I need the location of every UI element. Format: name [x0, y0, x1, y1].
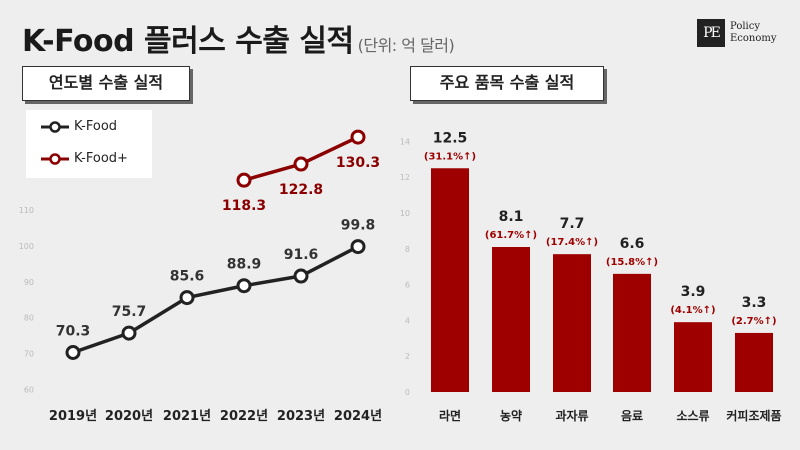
data-label: 122.8 [279, 182, 323, 198]
x-tick-label: 2021년 [163, 409, 211, 424]
data-label: 70.3 [56, 324, 91, 340]
bar-value-label: 6.6 [620, 236, 645, 252]
bar-change-label: (61.7%↑) [485, 230, 537, 241]
y-tick-label: 70 [24, 350, 34, 359]
bar-value-label: 3.9 [681, 284, 706, 300]
y-tick-label: 80 [24, 314, 34, 323]
bar [553, 254, 591, 392]
data-point [236, 172, 252, 188]
data-point [121, 325, 137, 341]
x-tick-label: 2020년 [105, 409, 153, 424]
bar-change-label: (4.1%↑) [670, 305, 715, 316]
data-label: 130.3 [336, 155, 380, 171]
x-tick-label: 2019년 [49, 409, 97, 424]
logo-line-2: Economy [730, 33, 777, 44]
y-tick-label: 14 [400, 137, 410, 146]
publisher-logo: PE Policy Economy [697, 19, 777, 47]
legend-swatch-kfoodplus [41, 152, 69, 165]
x-tick-label: 커피조제품 [726, 408, 781, 423]
data-point [293, 156, 309, 172]
bar [431, 168, 469, 392]
y-tick-label: 10 [400, 209, 410, 218]
data-point [350, 129, 366, 145]
bar-value-label: 12.5 [433, 130, 468, 146]
x-tick-label: 소스류 [676, 409, 709, 423]
y-tick-label: 8 [405, 245, 410, 254]
legend-item-kfoodplus: K-Food+ [40, 151, 128, 166]
y-tick-label: 0 [405, 388, 410, 397]
x-tick-label: 음료 [621, 408, 643, 423]
data-label: 91.6 [284, 247, 319, 263]
data-label: 88.9 [227, 257, 262, 273]
legend-item-kfood: K-Food [40, 119, 117, 134]
x-tick-label: 2022년 [220, 409, 268, 424]
bar-value-label: 7.7 [560, 216, 585, 232]
data-point [179, 290, 195, 306]
bar-change-label: (17.4%↑) [546, 237, 598, 248]
bar [735, 332, 773, 392]
series-line-kfood [72, 245, 359, 355]
page-title: K-Food 플러스 수출 실적 (단위: 억 달러) [22, 16, 455, 60]
y-tick-label: 90 [24, 278, 34, 287]
x-tick-label: 라면 [439, 408, 461, 423]
y-tick-label: 100 [19, 242, 34, 251]
bar-change-label: (15.8%↑) [606, 257, 658, 268]
left-panel-label: 연도별 수출 실적 [22, 66, 190, 101]
y-tick-label: 110 [19, 206, 34, 215]
x-tick-label: 2023년 [277, 409, 325, 424]
bar [613, 273, 651, 392]
bar [674, 322, 712, 392]
y-tick-label: 12 [400, 173, 410, 182]
logo-mark: PE [697, 19, 725, 47]
data-point [236, 278, 252, 294]
x-tick-label: 과자류 [555, 408, 588, 423]
bar-value-label: 3.3 [742, 295, 767, 311]
data-label: 85.6 [170, 269, 205, 285]
x-tick-label: 2024년 [334, 409, 382, 424]
y-tick-label: 4 [405, 316, 410, 325]
data-point [65, 345, 81, 360]
data-label: 75.7 [112, 304, 147, 320]
bar-change-label: (31.1%↑) [424, 151, 476, 162]
legend-swatch-kfood [41, 120, 69, 133]
title-text: K-Food 플러스 수출 실적 [22, 24, 354, 59]
logo-text: Policy Economy [730, 21, 777, 45]
legend-label-kfoodplus: K-Food+ [74, 151, 128, 166]
y-tick-label: 2 [405, 352, 410, 361]
bar-value-label: 8.1 [499, 209, 524, 225]
y-tick-label: 6 [405, 281, 410, 290]
data-point [293, 268, 309, 284]
line-legend: K-Food K-Food+ [26, 110, 152, 178]
bar-change-label: (2.7%↑) [731, 316, 776, 327]
y-tick-label: 60 [24, 385, 34, 394]
data-label: 118.3 [222, 198, 266, 214]
data-point [350, 239, 366, 255]
logo-line-1: Policy [730, 21, 760, 32]
right-panel-label: 주요 품목 수출 실적 [410, 66, 604, 101]
x-tick-label: 농약 [500, 408, 522, 423]
data-label: 99.8 [341, 218, 376, 234]
bar [492, 247, 530, 392]
legend-label-kfood: K-Food [74, 119, 118, 134]
unit-note: (단위: 억 달러) [357, 36, 455, 55]
